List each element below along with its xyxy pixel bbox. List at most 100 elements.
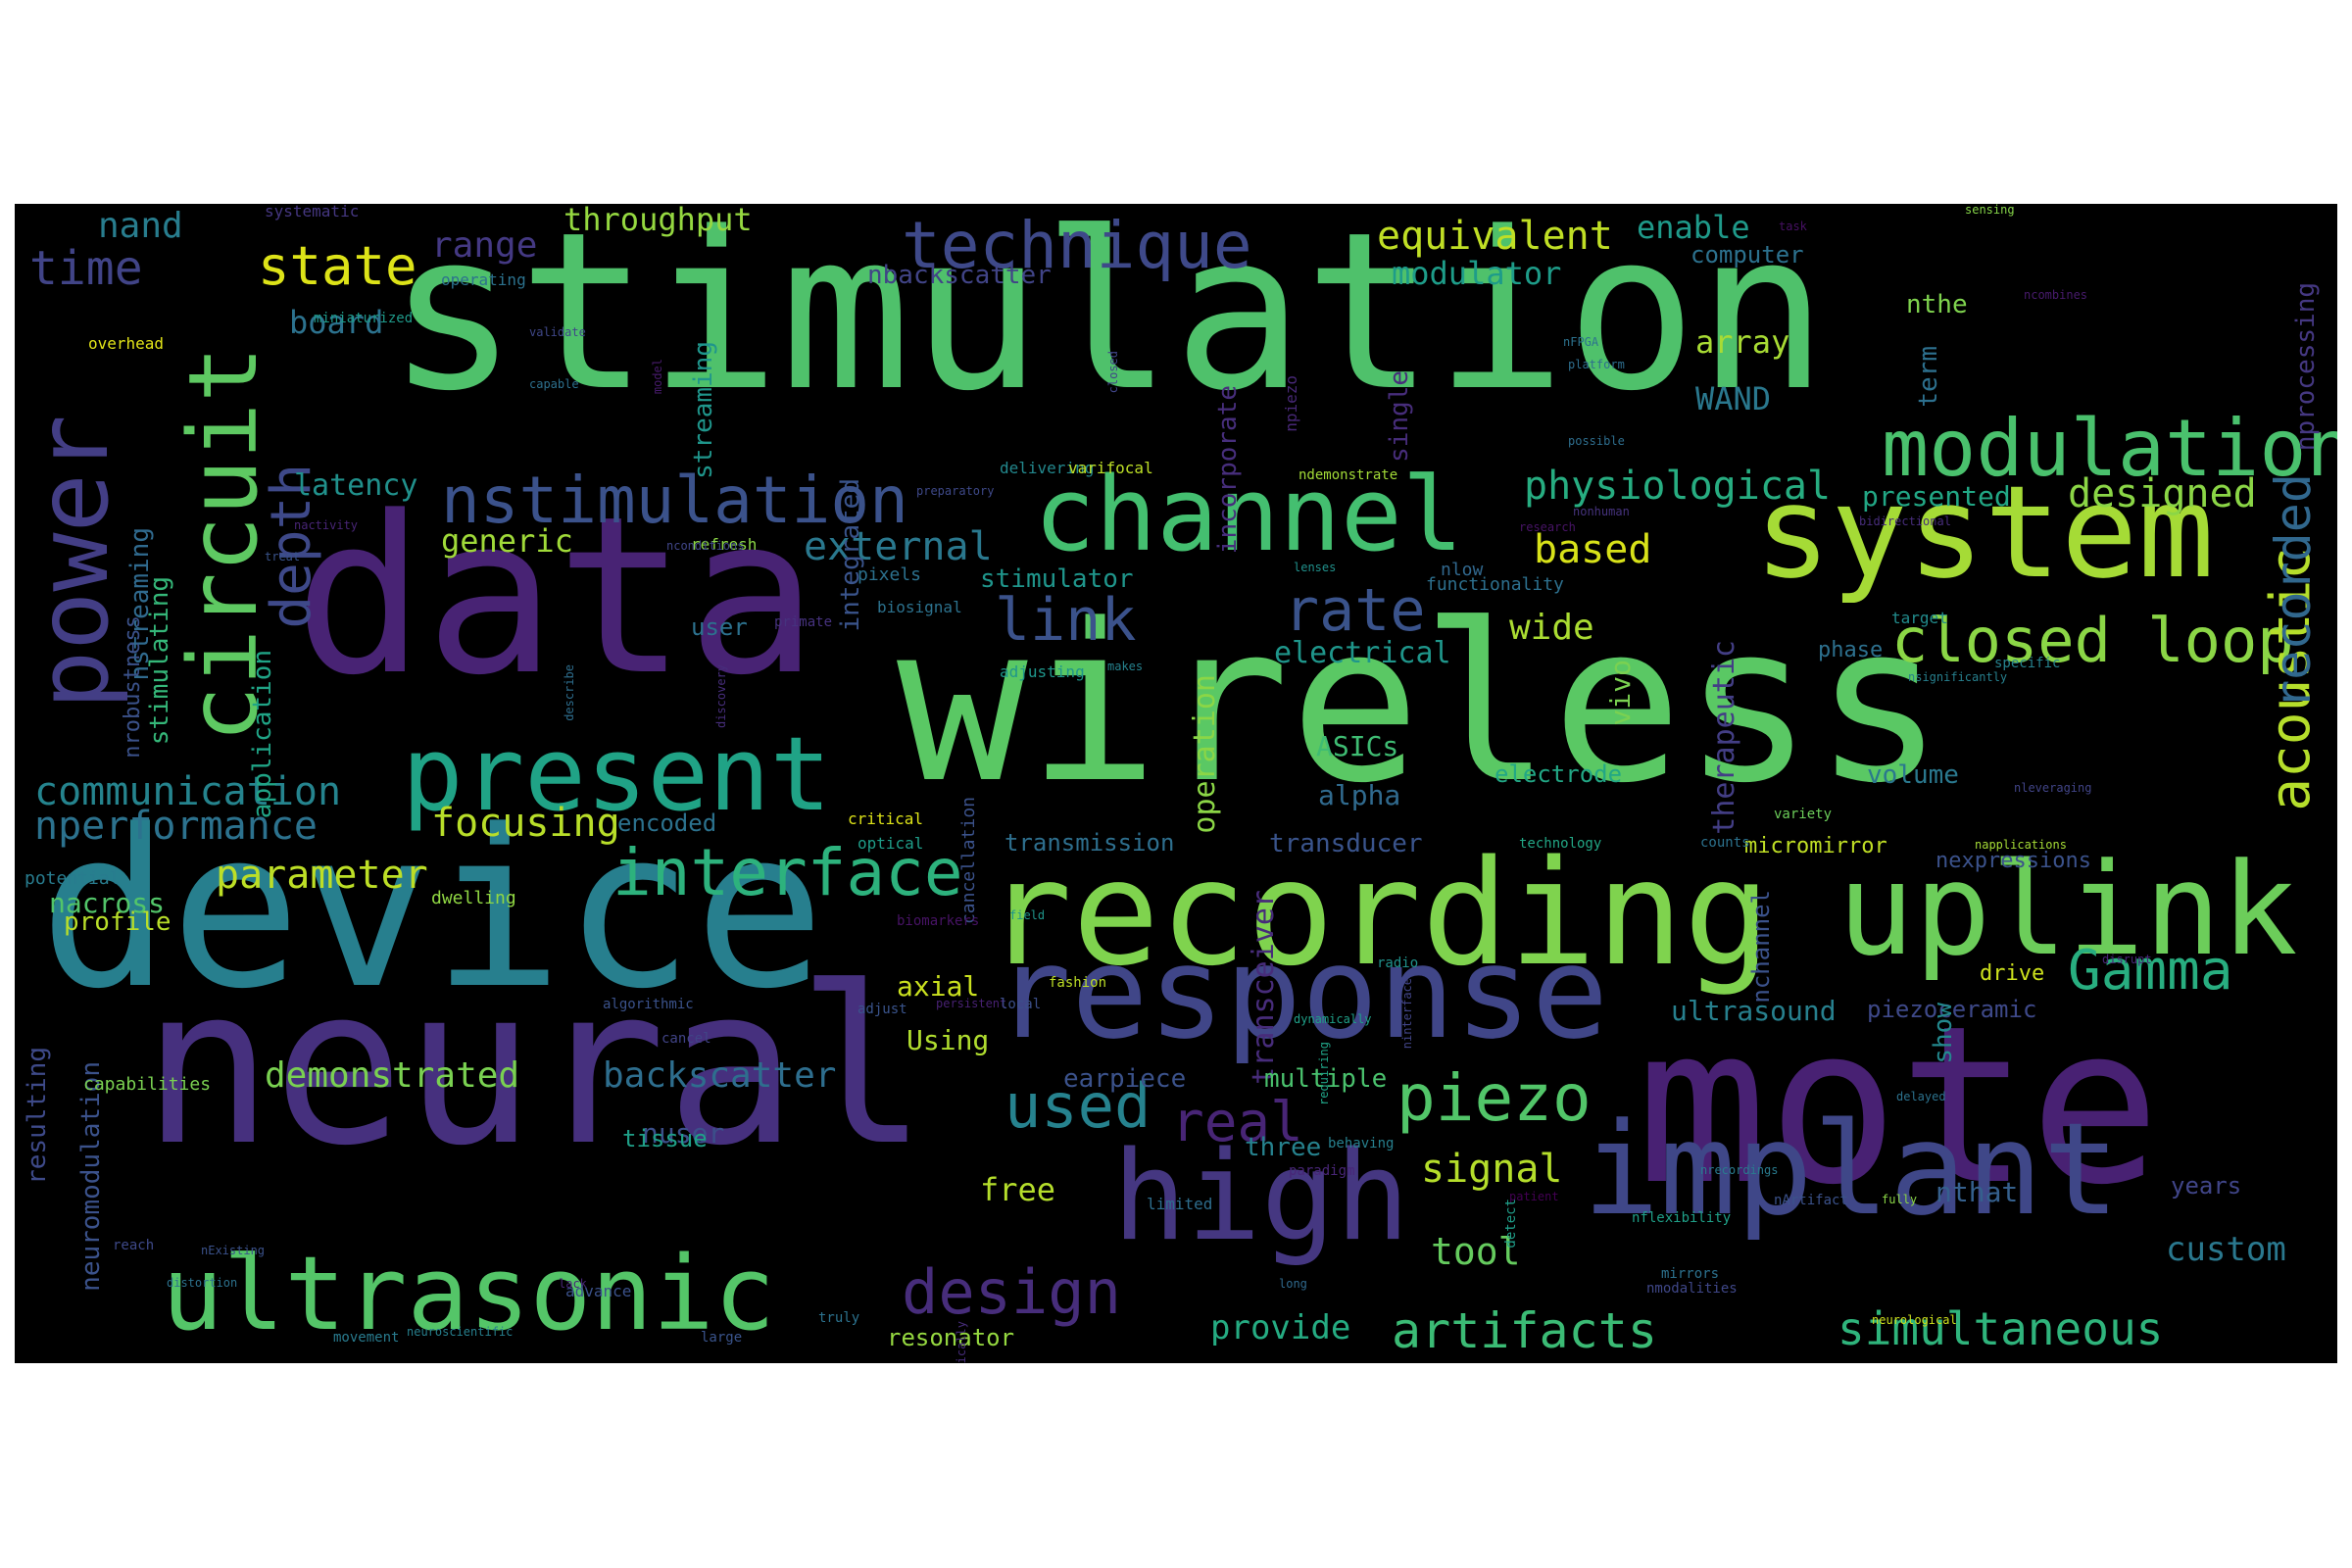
word-implant: implant	[1583, 1095, 2120, 1244]
word-cancel: cancel	[662, 1031, 711, 1047]
word-cloud: stimulation wireless data device neural mote r…	[15, 204, 2337, 1363]
word-target: target	[1891, 609, 1948, 627]
word-nautomatically: nautomatically	[955, 1321, 968, 1363]
word-describe: describe	[563, 664, 576, 721]
word-detect: detect	[1503, 1199, 1519, 1249]
word-wide: wide	[1509, 608, 1594, 648]
word-drive: drive	[1980, 961, 2045, 986]
word-nlow: nlow	[1441, 560, 1484, 580]
word-gamma: Gamma	[2068, 939, 2233, 1003]
word-persistent: persistent	[936, 997, 1007, 1010]
word-response: response	[995, 918, 1609, 1067]
word-design: design	[902, 1256, 1121, 1328]
word-operating: operating	[441, 270, 526, 289]
word-disrupt: disrupt	[2102, 953, 2152, 966]
word-ultrasound: ultrasound	[1671, 995, 1837, 1027]
word-piezo: piezo	[1396, 1060, 1592, 1136]
word-transmission: transmission	[1004, 829, 1175, 857]
word-equivalent: equivalent	[1377, 214, 1613, 259]
word-long: long	[1279, 1277, 1307, 1291]
word-ultrasonic: ultrasonic	[162, 1234, 776, 1353]
word-model: model	[651, 359, 664, 395]
word-algorithmic: algorithmic	[603, 997, 694, 1012]
word-state: state	[258, 235, 417, 297]
word-resulting: resulting	[23, 1047, 52, 1185]
word-throughput: throughput	[564, 204, 753, 238]
word-reach: reach	[113, 1238, 155, 1253]
word-simultaneous: simultaneous	[1838, 1302, 2164, 1355]
word-nsignificantly: nsignificantly	[1908, 670, 2008, 684]
word-primate: primate	[774, 614, 833, 630]
word-axial: axial	[897, 970, 980, 1003]
word-nchannel: nchannel	[1747, 890, 1775, 1004]
word-communication: communication	[34, 769, 342, 814]
word-counts: counts	[1700, 835, 1750, 851]
word-show: show	[1929, 1003, 1958, 1064]
word-enable: enable	[1637, 209, 1750, 246]
word-distortion: distortion	[167, 1276, 238, 1290]
word-link: link	[995, 586, 1137, 655]
word-nrobustness: nrobustness	[121, 615, 145, 759]
word-provide: provide	[1210, 1308, 1351, 1348]
word-refresh: refresh	[691, 535, 758, 554]
word-preparatory: preparatory	[916, 484, 995, 498]
word-present: present	[402, 714, 832, 834]
word-critical: critical	[848, 809, 924, 828]
word-neural: neural	[142, 941, 928, 1194]
word-incorporate: incorporate	[1213, 385, 1243, 555]
word-validate: validate	[529, 325, 586, 339]
word-makes: makes	[1107, 660, 1144, 673]
word-capable: capable	[529, 377, 579, 391]
word-biosignal: biosignal	[877, 598, 962, 616]
word-requiring: requiring	[1317, 1042, 1331, 1106]
word-alpha: alpha	[1318, 779, 1401, 811]
word-demonstrated: demonstrated	[265, 1055, 520, 1096]
word-adjusting: adjusting	[1000, 662, 1085, 681]
word-custom: custom	[2166, 1230, 2286, 1269]
word-board: board	[289, 304, 384, 341]
word-operation: operation	[1188, 674, 1222, 834]
word-neuromodulation: neuromodulation	[76, 1061, 106, 1292]
word-data: data	[294, 470, 818, 723]
word-discovery: discovery	[714, 664, 728, 729]
word-advance: advance	[565, 1282, 632, 1300]
word-delivering: delivering	[1000, 459, 1095, 477]
word-term: term	[1914, 346, 1943, 408]
word-system: system	[1754, 458, 2215, 607]
word-adjust: adjust	[858, 1002, 907, 1017]
word-external: external	[804, 524, 993, 569]
word-napplications: napplications	[1975, 838, 2067, 852]
word-cancellation: cancellation	[958, 797, 979, 925]
word-patient: patient	[1509, 1190, 1559, 1203]
word-backscatter: backscatter	[603, 1055, 837, 1096]
word-device: device	[39, 784, 825, 1037]
word-nexpressions: nexpressions	[1936, 849, 2091, 873]
word-biomarkers: biomarkers	[897, 913, 980, 929]
word-designed: designed	[2068, 471, 2257, 516]
word-specific: specific	[1994, 656, 2061, 671]
word-nbackscatter: nbackscatter	[867, 261, 1052, 290]
word-integrated: integrated	[836, 478, 865, 632]
word-fashion: fashion	[1049, 975, 1107, 991]
word-nprocessing: nprocessing	[2291, 282, 2321, 452]
word-possible: possible	[1568, 434, 1625, 448]
word-volume: volume	[1867, 760, 1959, 790]
word-fully: fully	[1882, 1193, 1918, 1206]
word-single: single	[1385, 370, 1414, 463]
word-application: application	[248, 650, 277, 819]
word-paradigm: paradigm	[1289, 1163, 1355, 1179]
word-micromirror: micromirror	[1744, 834, 1887, 858]
word-nleveraging: nleveraging	[2014, 781, 2092, 795]
word-treat: treat	[265, 550, 301, 564]
word-nacross: nacross	[49, 887, 166, 919]
word-npiezo: npiezo	[1282, 375, 1300, 432]
word-based: based	[1534, 527, 1652, 572]
word-stimulation: stimulation	[387, 204, 1829, 439]
word-field: field	[1009, 908, 1046, 922]
word-lenses: lenses	[1294, 561, 1337, 574]
word-closed: closed	[1106, 351, 1120, 394]
word-nuser: nuser	[642, 1117, 725, 1150]
word-three: three	[1245, 1133, 1322, 1162]
word-pixels: pixels	[858, 564, 922, 585]
word-piezoceramic: piezoceramic	[1867, 996, 2037, 1023]
